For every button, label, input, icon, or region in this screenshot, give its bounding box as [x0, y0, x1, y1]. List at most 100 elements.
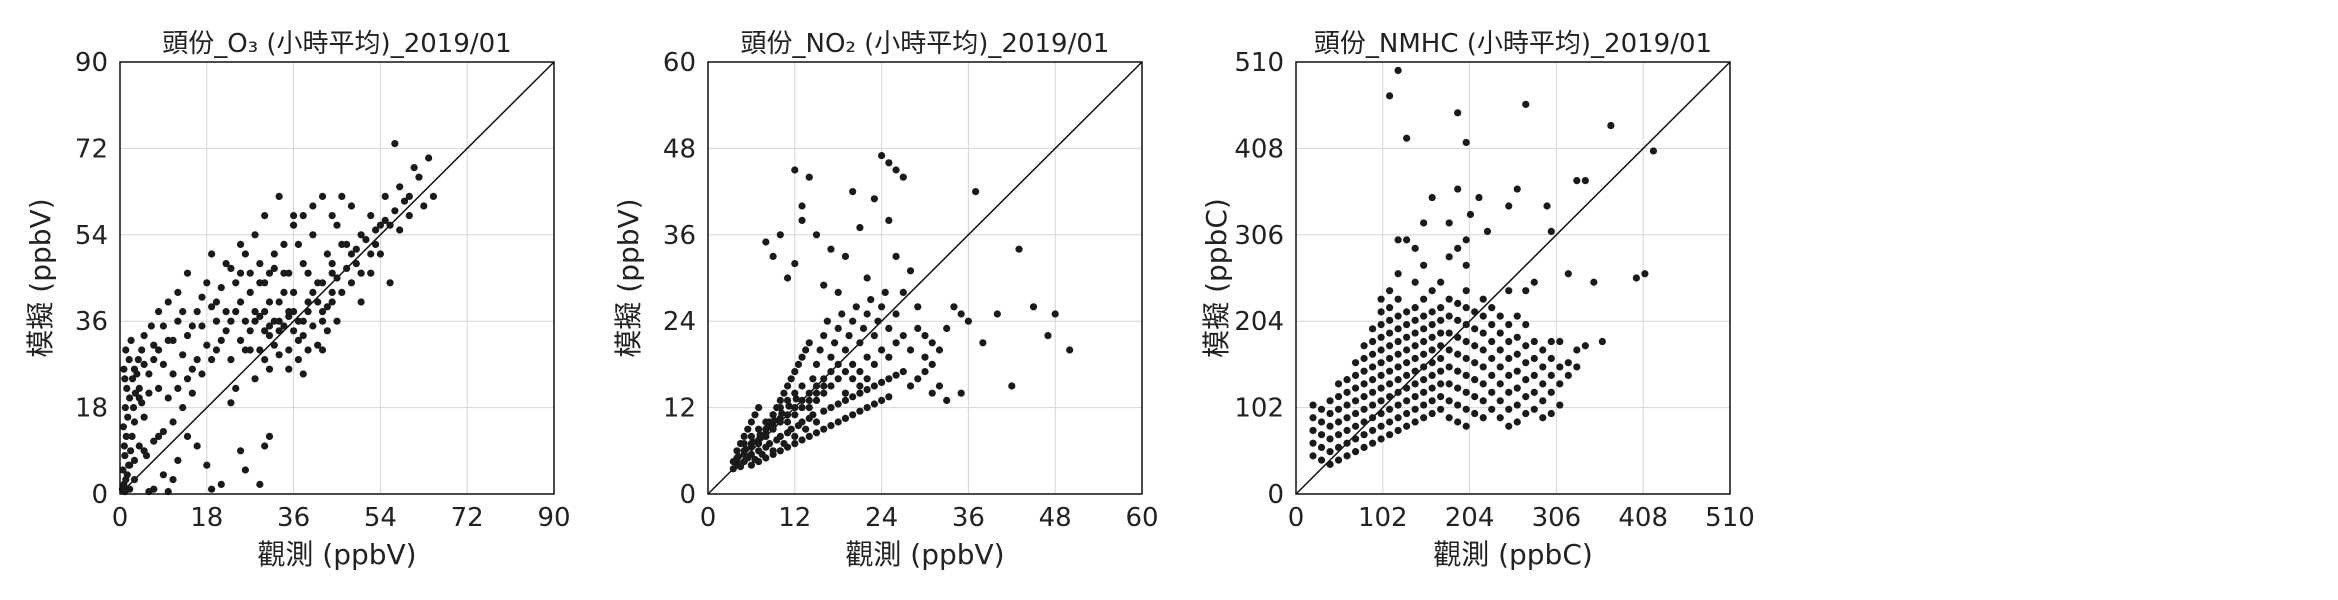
- data-point: [776, 432, 784, 440]
- data-point: [791, 389, 799, 397]
- data-point: [1420, 312, 1428, 320]
- data-point: [885, 393, 893, 401]
- data-point: [1479, 295, 1487, 303]
- data-point: [120, 365, 128, 373]
- data-point: [1394, 337, 1402, 346]
- data-point: [827, 353, 835, 361]
- data-point: [1454, 418, 1462, 426]
- data-point: [874, 317, 882, 325]
- data-point: [227, 317, 235, 325]
- data-point: [1377, 397, 1385, 405]
- data-point: [1488, 388, 1496, 396]
- data-point: [285, 346, 293, 354]
- data-point: [1368, 401, 1377, 409]
- data-point: [791, 368, 799, 376]
- data-point: [1445, 363, 1453, 371]
- y-tick-label: 18: [75, 394, 108, 424]
- data-point: [1462, 337, 1470, 346]
- data-point: [1530, 371, 1538, 380]
- data-point: [1360, 443, 1368, 452]
- data-point: [906, 346, 915, 354]
- data-point: [299, 332, 307, 340]
- x-tick-label: 510: [1705, 503, 1755, 533]
- data-point: [812, 418, 821, 426]
- data-point: [347, 202, 356, 210]
- data-point: [1403, 308, 1411, 316]
- data-point: [1564, 270, 1572, 278]
- data-point: [1015, 245, 1023, 253]
- data-point: [841, 414, 850, 422]
- data-point: [1334, 380, 1343, 388]
- data-point: [805, 432, 813, 440]
- data-point: [222, 308, 230, 316]
- y-tick-label: 408: [1234, 134, 1284, 164]
- data-point: [1547, 388, 1555, 396]
- data-point: [290, 288, 298, 296]
- data-point: [776, 396, 784, 404]
- data-points: [729, 152, 1074, 473]
- data-point: [246, 327, 254, 335]
- data-point: [827, 245, 835, 253]
- data-point: [1505, 202, 1513, 210]
- data-point: [1394, 426, 1402, 435]
- data-point: [318, 192, 327, 200]
- data-point: [776, 447, 784, 455]
- data-point: [212, 317, 221, 325]
- data-point: [198, 293, 206, 301]
- data-point: [1360, 342, 1368, 350]
- y-axis-label: 模擬 (ppbV): [612, 198, 645, 357]
- data-point: [1317, 405, 1326, 413]
- data-point: [794, 360, 803, 368]
- data-point: [294, 317, 303, 325]
- data-point: [1581, 176, 1589, 185]
- data-point: [1386, 92, 1394, 100]
- data-point: [352, 260, 360, 268]
- x-tick-label: 72: [451, 503, 484, 533]
- data-point: [121, 452, 129, 460]
- data-point: [1556, 401, 1564, 409]
- data-point: [1386, 367, 1394, 375]
- y-tick-label: 60: [663, 48, 696, 78]
- data-point: [147, 322, 155, 330]
- data-point: [1368, 439, 1377, 447]
- data-point: [914, 375, 922, 383]
- data-point: [1351, 435, 1360, 443]
- data-point: [935, 346, 944, 354]
- data-point: [1513, 418, 1521, 426]
- data-point: [1428, 346, 1436, 354]
- data-point: [1479, 329, 1487, 337]
- data-point: [328, 298, 336, 306]
- data-point: [856, 368, 864, 376]
- data-point: [791, 440, 799, 448]
- data-point: [1343, 401, 1351, 409]
- data-point: [755, 404, 763, 412]
- data-point: [261, 279, 269, 287]
- data-point: [776, 404, 784, 412]
- data-point: [892, 339, 900, 347]
- data-point: [845, 332, 853, 340]
- data-point: [125, 356, 133, 364]
- data-point: [885, 216, 893, 224]
- data-point: [928, 389, 936, 397]
- data-point: [1479, 397, 1487, 405]
- data-point: [943, 324, 951, 332]
- data-point: [1377, 333, 1385, 341]
- data-point: [820, 425, 828, 433]
- y-tick-label: 510: [1234, 48, 1284, 78]
- data-point: [126, 394, 134, 402]
- data-point: [1411, 405, 1419, 413]
- data-point: [765, 440, 774, 448]
- data-point: [1386, 287, 1394, 295]
- data-point: [1309, 452, 1317, 460]
- data-point: [1556, 380, 1564, 388]
- data-point: [1394, 414, 1402, 422]
- data-point: [1513, 333, 1521, 341]
- data-point: [145, 370, 153, 378]
- data-point: [386, 221, 394, 229]
- data-point: [1428, 359, 1436, 367]
- data-point: [1530, 337, 1538, 346]
- data-point: [812, 429, 821, 437]
- data-point: [1411, 278, 1419, 286]
- chart-2: 0 12 24 36 48 60 0 12 24 36 48 60 頭份_NO₂ (小時平均)_2019…: [612, 29, 1159, 571]
- data-point: [251, 308, 259, 316]
